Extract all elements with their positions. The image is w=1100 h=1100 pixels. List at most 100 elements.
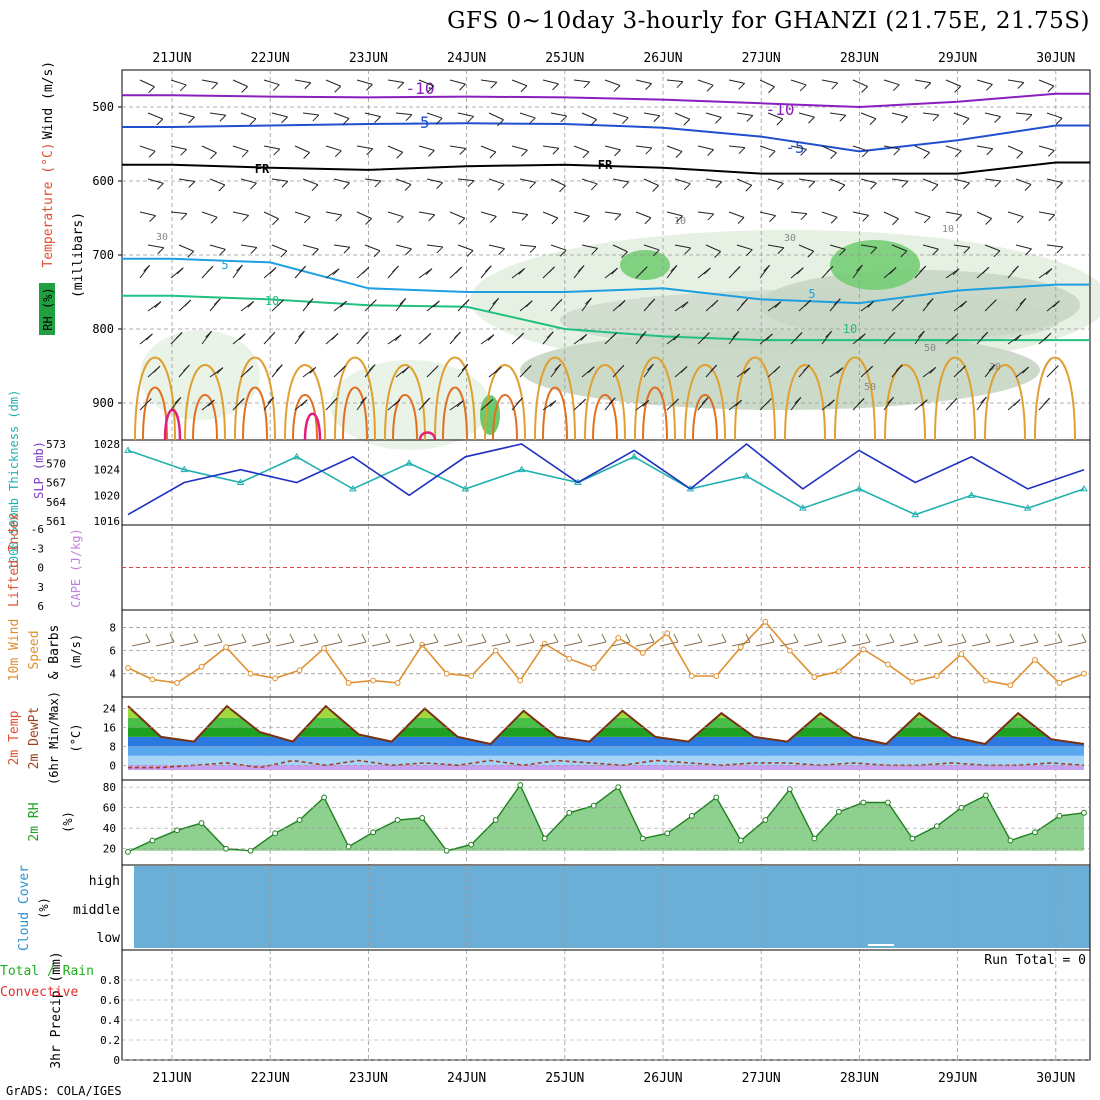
barb-flag [826, 265, 834, 273]
surface-barb-shaft [611, 641, 631, 647]
barb-shaft [147, 112, 164, 120]
barb-flag [309, 367, 317, 374]
barb-flag [794, 397, 802, 404]
barb-flag [923, 216, 931, 224]
wind-barb [519, 244, 537, 254]
barb-flag [580, 334, 588, 341]
barb-flag [831, 82, 839, 90]
barb-flag [373, 250, 381, 258]
wind-barb [302, 298, 314, 312]
rh-point [443, 847, 450, 854]
wind10-line-point [664, 630, 671, 637]
isotherm--5 [122, 122, 1090, 153]
barb-flag [796, 267, 804, 275]
wind-barb [426, 178, 443, 189]
surface-barb-flag [577, 633, 583, 643]
slp-tick-label: 1028 [94, 438, 121, 451]
barb-flag [1016, 151, 1024, 159]
surface-barb-shaft [419, 641, 439, 647]
surface-barb-shaft [275, 641, 295, 647]
wind-barb [480, 79, 498, 89]
barb-shaft [573, 79, 590, 83]
surface-barb-flag [961, 633, 967, 643]
thickness-line-point [630, 452, 639, 460]
barb-flag [951, 333, 959, 340]
contour-label: -5 [785, 138, 804, 157]
barb-flag [459, 83, 466, 91]
top-date-label: 28JUN [840, 51, 879, 66]
barb-flag [466, 250, 474, 257]
barb-flag [838, 184, 846, 192]
wind10-line-point [1007, 682, 1014, 689]
wind-barb [697, 397, 709, 411]
barb-shaft [542, 79, 559, 85]
wind-barb [604, 267, 618, 279]
barb-flag [1053, 300, 1060, 308]
top-date-label: 30JUN [1036, 51, 1075, 66]
barb-shaft [705, 112, 722, 118]
upper-ylabel-rh: RH (%) [41, 287, 55, 330]
warm-contour [384, 364, 426, 441]
barb-shaft [480, 211, 497, 217]
rh-point [860, 799, 867, 806]
surface-barb-flag [193, 633, 199, 643]
barb-shaft [240, 112, 257, 120]
wind-barb [232, 398, 245, 411]
barb-flag [706, 84, 714, 92]
wind-barb [418, 268, 433, 279]
barb-flag [431, 365, 439, 373]
barb-flag [436, 246, 444, 254]
barb-flag [312, 114, 320, 122]
wind-barb [860, 244, 878, 254]
wind-barb [511, 267, 526, 279]
footer-credit: GrADS: COLA/IGES [6, 1084, 122, 1098]
barb-flag [676, 81, 684, 89]
wind-barb [1007, 79, 1025, 89]
rh-point [345, 843, 352, 850]
barb-flag [492, 297, 499, 305]
wind-barb [201, 399, 215, 411]
barb-flag [497, 183, 505, 191]
barb-flag [436, 182, 443, 189]
barb-flag [402, 366, 409, 374]
wind-barb [821, 265, 834, 279]
barb-shaft [674, 178, 691, 185]
wind-barb [1007, 399, 1021, 411]
surface-barb-flag [145, 633, 151, 643]
li-tick-label: 3 [37, 581, 44, 594]
temp-tick-label: 16 [103, 721, 116, 734]
rh-tick-label: 60 [103, 802, 116, 815]
barb-flag [405, 114, 413, 122]
li-tick-label: -3 [31, 542, 44, 555]
wind-barb [302, 366, 317, 378]
barb-flag [856, 264, 863, 272]
barb-flag [645, 147, 653, 155]
barb-flag [763, 264, 770, 272]
barb-shaft [519, 244, 536, 248]
barb-flag [184, 299, 192, 307]
wind-barb [395, 366, 409, 378]
wind-barb [945, 333, 959, 345]
wind-barb [922, 112, 940, 122]
wind-barb [271, 244, 288, 258]
surface-barb-shaft [131, 641, 151, 647]
barb-flag [954, 150, 962, 158]
barb-shaft [271, 178, 288, 182]
barb-shaft [364, 178, 381, 182]
wind-barb [852, 333, 866, 345]
barb-flag [830, 152, 837, 160]
wind-barb [457, 299, 470, 312]
surface-barb-shaft [1043, 641, 1063, 647]
barb-flag [862, 214, 870, 222]
wind-barb [883, 79, 900, 92]
barb-flag [405, 248, 412, 256]
barb-flag [617, 364, 625, 372]
barb-shaft [1015, 178, 1032, 185]
barb-flag [1025, 114, 1033, 122]
wind-barb [790, 145, 808, 156]
barb-flag [683, 118, 691, 126]
barb-flag [489, 151, 497, 159]
upper-ylabel-mb: (millibars) [71, 212, 86, 298]
wind-barb [697, 267, 711, 279]
wind-barb [449, 400, 464, 411]
